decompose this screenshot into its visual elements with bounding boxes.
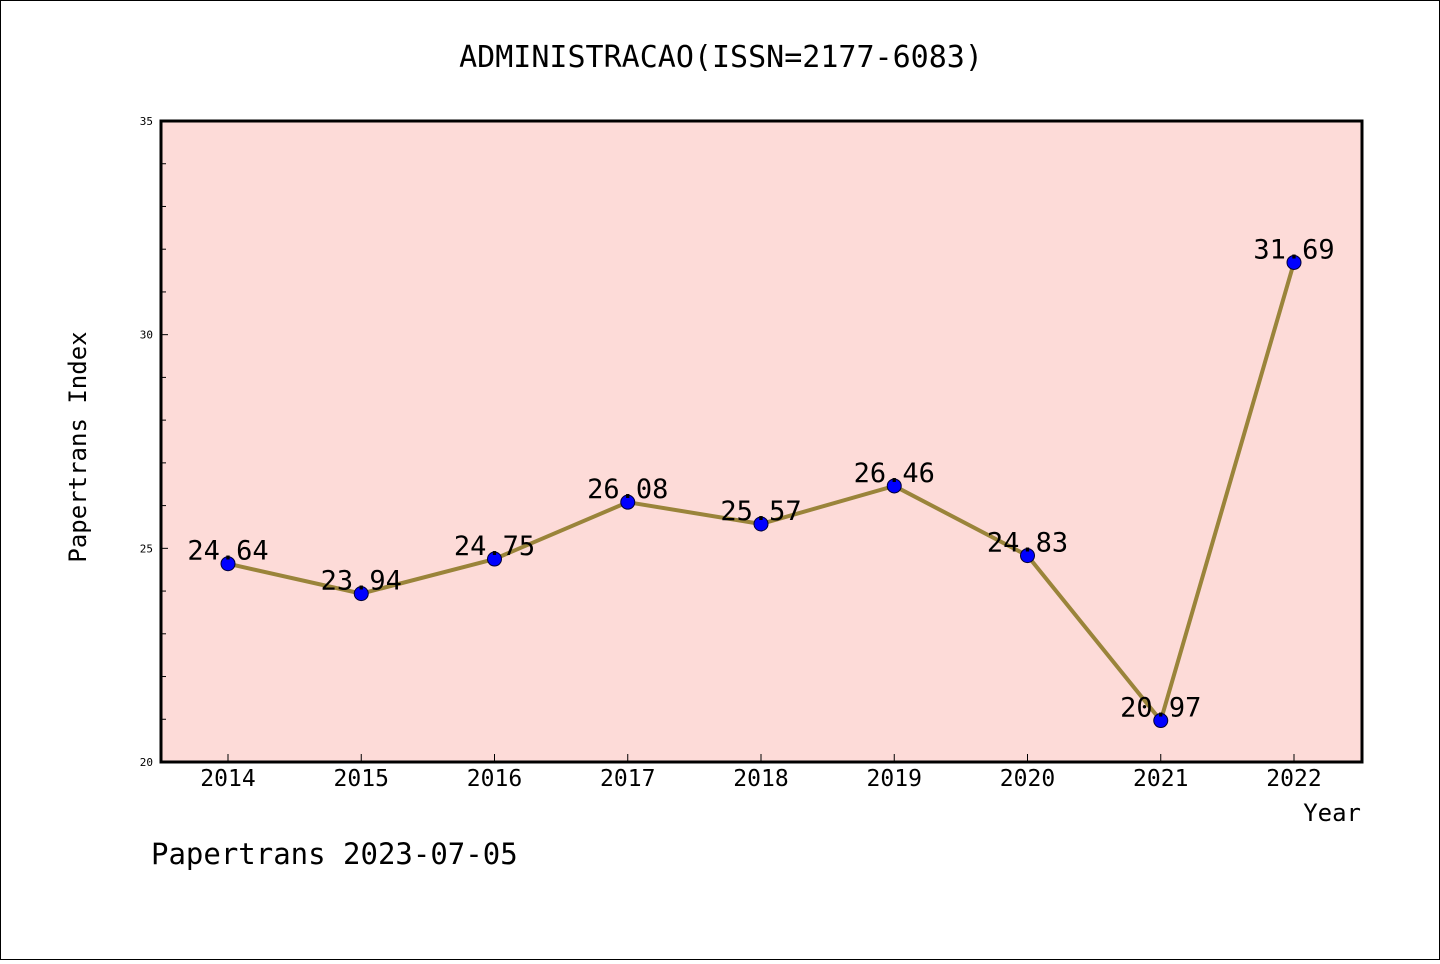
x-tick-label: 2019 [867, 766, 922, 792]
data-label: 26.08 [587, 474, 668, 505]
data-point [620, 494, 636, 510]
data-label: 25.57 [720, 496, 801, 527]
x-tick-label: 2020 [1000, 766, 1055, 792]
data-point [220, 556, 236, 572]
plot-area [161, 121, 1362, 762]
data-label: 24.75 [454, 531, 535, 562]
footer-date-label: Papertrans 2023-07-05 [151, 837, 518, 871]
x-tick-label: 2015 [334, 766, 389, 792]
data-label: 24.64 [187, 536, 268, 567]
data-point [886, 478, 902, 494]
x-tick-labels: 2014 2015 2016 2017 2018 2019 2020 2021 2022 [200, 766, 1321, 792]
data-point [753, 516, 769, 532]
data-label: 24.83 [987, 528, 1068, 559]
y-tick-label: 35 [140, 115, 153, 128]
x-tick-label: 2017 [600, 766, 655, 792]
y-tick-label: 20 [140, 756, 153, 769]
data-label: 23.94 [321, 566, 402, 597]
data-markers [220, 254, 1302, 729]
data-label: 20.97 [1120, 693, 1201, 724]
data-point [1286, 254, 1302, 270]
chart-title: ADMINISTRACAO(ISSN=2177-6083) [459, 40, 983, 75]
plot-frame [159, 119, 1364, 764]
x-axis-label: Year [1303, 799, 1361, 827]
y-tick-labels: 20 25 30 35 [140, 115, 153, 769]
x-tick-label: 2014 [200, 766, 255, 792]
data-label: 31.69 [1253, 234, 1334, 265]
x-tick-label: 2022 [1266, 766, 1321, 792]
y-tick-label: 25 [140, 542, 153, 555]
data-labels: 24.64 23.94 24.75 26.08 25.57 26.46 24.83 20.97… [187, 234, 1334, 723]
data-point [1153, 713, 1169, 729]
data-label: 26.46 [854, 458, 935, 489]
data-point [487, 551, 502, 567]
x-tick-label: 2018 [733, 766, 788, 792]
x-tick-label: 2016 [467, 766, 522, 792]
y-axis-label: Papertrans Index [64, 331, 92, 562]
data-point [353, 586, 369, 602]
y-tick-label: 30 [140, 329, 153, 342]
data-point [1020, 548, 1035, 564]
x-tick-label: 2021 [1133, 766, 1188, 792]
